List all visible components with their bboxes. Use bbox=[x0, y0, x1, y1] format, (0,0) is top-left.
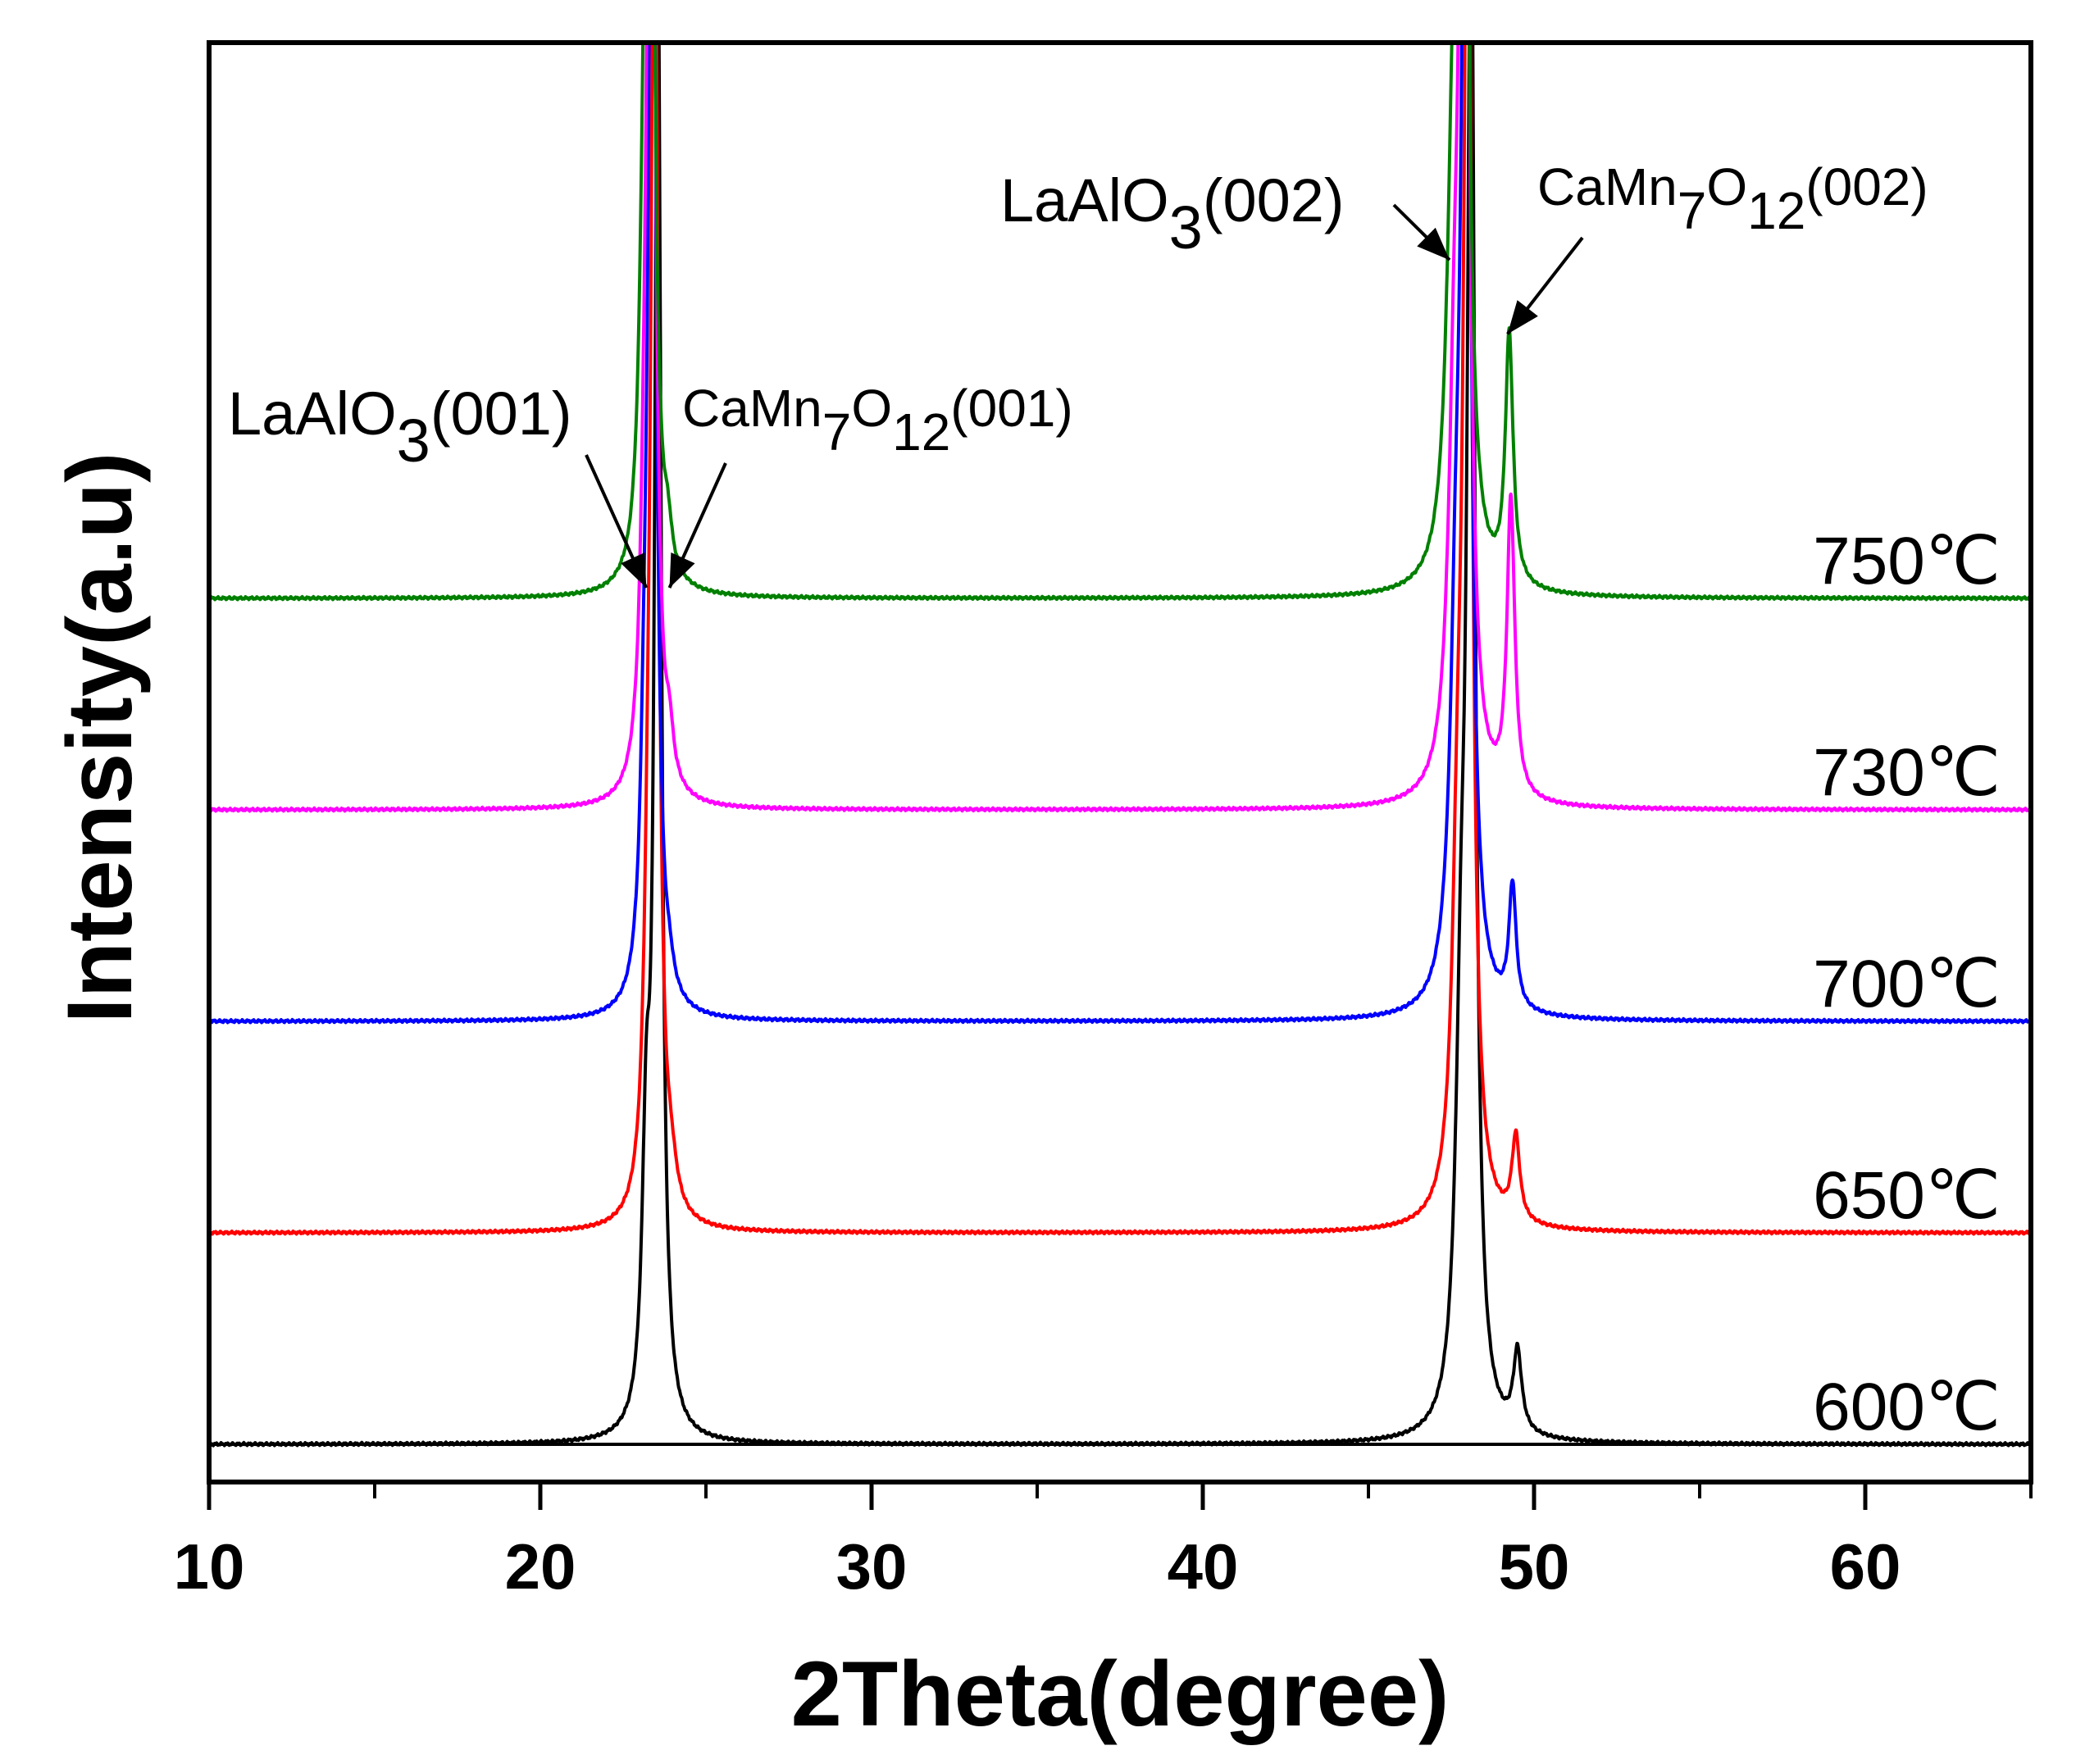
x-tick-label-5: 60 bbox=[1830, 1530, 1901, 1603]
peak-label-2: LaAlO3(002) bbox=[1000, 166, 1345, 261]
x-tick-label-1: 20 bbox=[505, 1530, 576, 1603]
peak-label-1: CaMn7O12(001) bbox=[682, 379, 1073, 461]
peak-label-3: CaMn7O12(002) bbox=[1537, 157, 1928, 240]
series-line-1 bbox=[209, 43, 2031, 1236]
x-axis-title: 2Theta(degree) bbox=[791, 1643, 1450, 1745]
peak-arrow-head-3 bbox=[1507, 300, 1538, 334]
x-tick-label-3: 40 bbox=[1168, 1530, 1239, 1603]
peak-arrow-head-2 bbox=[1417, 227, 1450, 261]
y-axis-title: Intensity(a.u) bbox=[48, 452, 151, 1024]
peak-arrow-head-1 bbox=[669, 552, 695, 589]
series-line-2 bbox=[209, 43, 2031, 1025]
peak-label-0: LaAlO3(001) bbox=[228, 380, 572, 475]
series-line-4 bbox=[209, 43, 2031, 602]
series-line-3 bbox=[209, 43, 2031, 813]
series-label-2: 700℃ bbox=[1813, 947, 2001, 1021]
peak-arrow-head-0 bbox=[621, 552, 647, 589]
series-label-4: 750℃ bbox=[1813, 524, 2001, 598]
x-tick-label-0: 10 bbox=[174, 1530, 245, 1603]
annotation-layer: 600℃ 650℃ 700℃ 730℃ 750℃ LaAlO3(001) CaMn7O12(… bbox=[228, 157, 2001, 1444]
x-axis: 10 20 30 40 50 60 bbox=[174, 1482, 2033, 1603]
plot-frame bbox=[207, 40, 2033, 1484]
series-label-3: 730℃ bbox=[1813, 735, 2001, 810]
series-label-1: 650℃ bbox=[1813, 1158, 2001, 1233]
x-tick-label-4: 50 bbox=[1499, 1530, 1570, 1603]
x-tick-label-2: 30 bbox=[836, 1530, 908, 1603]
series-label-0: 600℃ bbox=[1813, 1370, 2001, 1444]
